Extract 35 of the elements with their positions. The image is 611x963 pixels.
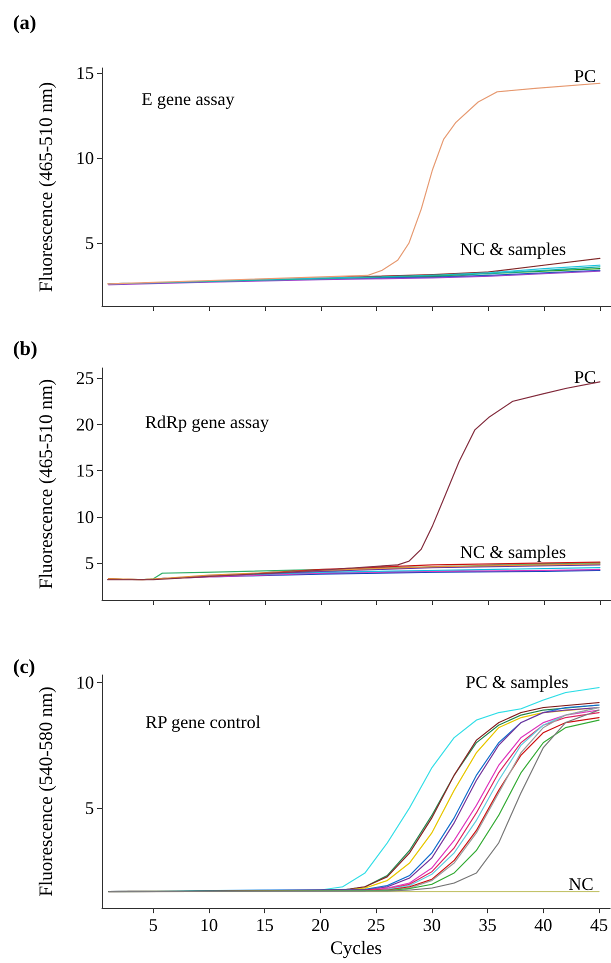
x-tick-label: 25: [367, 915, 386, 936]
annotation: PC: [574, 367, 596, 387]
y-axis-title: Fluorescence (540-580 nm): [36, 686, 57, 897]
y-tick-label: 10: [76, 506, 94, 527]
annotation: NC & samples: [460, 239, 566, 259]
x-tick-label: 45: [590, 915, 608, 936]
y-tick-label: 5: [85, 233, 94, 254]
chart-title: (a): [13, 12, 36, 34]
annotation: RdRp gene assay: [145, 412, 269, 432]
x-tick-label: 10: [200, 915, 218, 936]
annotation: RP gene control: [145, 712, 261, 732]
x-tick-label: 20: [311, 915, 330, 936]
x-axis-title: Cycles: [330, 938, 382, 959]
y-tick-label: 5: [85, 798, 94, 818]
annotation: PC & samples: [465, 672, 569, 692]
y-tick-label: 25: [76, 368, 94, 388]
annotation: NC & samples: [460, 542, 566, 562]
annotation: NC: [568, 874, 594, 894]
x-tick-label: 15: [256, 915, 274, 936]
y-axis-title: Fluorescence (465-510 nm): [36, 82, 57, 292]
y-tick-label: 15: [76, 460, 94, 481]
y-tick-label: 20: [76, 414, 94, 434]
y-tick-label: 5: [85, 553, 94, 574]
annotation: E gene assay: [142, 89, 234, 109]
y-tick-label: 10: [76, 148, 94, 168]
x-tick-label: 30: [422, 915, 441, 936]
x-tick-label: 5: [148, 915, 158, 936]
x-tick-label: 35: [478, 915, 497, 936]
annotation: PC: [574, 66, 596, 86]
y-axis-title: Fluorescence (465-510 nm): [36, 379, 57, 589]
chart-title: (c): [13, 656, 36, 678]
y-tick-label: 15: [76, 63, 94, 84]
y-tick-label: 10: [76, 672, 94, 693]
chart-title: (b): [13, 338, 38, 360]
x-tick-label: 40: [534, 915, 552, 936]
